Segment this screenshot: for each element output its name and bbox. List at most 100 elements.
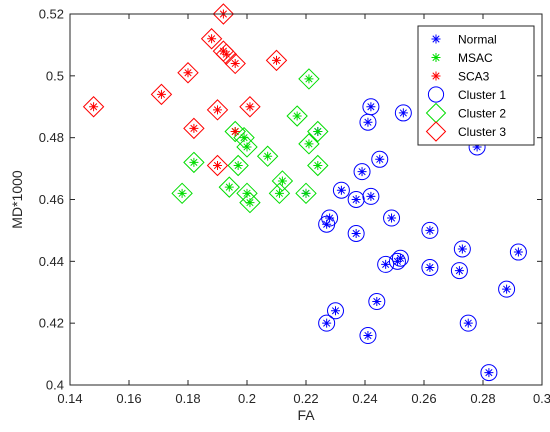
data-point-circle: [347, 225, 365, 243]
legend-label: Cluster 1: [458, 88, 506, 102]
data-point-diamond: [183, 151, 205, 174]
data-point-diamond: [82, 96, 105, 118]
data-point-diamond: [227, 154, 249, 177]
y-tick-label: 0.48: [39, 130, 64, 145]
data-point-diamond: [295, 182, 317, 205]
data-point-asterisk: [454, 266, 464, 276]
data-point-circle: [421, 259, 439, 277]
data-point-diamond: [183, 117, 205, 140]
data-point-asterisk: [351, 195, 361, 204]
data-point-asterisk: [177, 188, 187, 198]
legend-label: SCA3: [458, 70, 490, 84]
x-tick-label: 0.3: [533, 391, 550, 406]
series-normal: [301, 102, 523, 378]
data-point-asterisk: [274, 188, 284, 198]
x-tick-label: 0.28: [470, 391, 495, 406]
data-point-diamond: [286, 105, 308, 127]
data-point-circle: [394, 104, 412, 122]
data-point-circle: [509, 243, 527, 261]
y-tick-label: 0.46: [39, 192, 64, 207]
data-point-asterisk: [484, 368, 494, 378]
data-point-circle: [359, 327, 377, 345]
data-point-diamond: [236, 136, 258, 158]
data-point-asterisk: [304, 139, 314, 149]
data-point-circle: [359, 113, 377, 131]
legend-marker-asterisk: [431, 71, 441, 81]
legend-item: SCA3: [431, 70, 490, 84]
data-point-asterisk: [277, 176, 287, 186]
data-point-circle: [459, 314, 477, 332]
x-tick-label: 0.22: [293, 391, 318, 406]
y-tick-label: 0.5: [46, 68, 64, 83]
y-axis-label: MD*1000: [9, 170, 25, 229]
data-point-circle: [362, 187, 380, 205]
data-point-diamond: [307, 154, 329, 177]
data-point-circle: [368, 293, 386, 311]
data-markers: [82, 3, 527, 382]
data-point-asterisk: [331, 306, 340, 316]
legend-label: MSAC: [458, 51, 493, 65]
data-point-asterisk: [213, 105, 222, 115]
data-point-circle: [327, 302, 344, 320]
x-tick-label: 0.18: [175, 391, 200, 406]
data-point-asterisk: [363, 117, 373, 127]
x-tick-label: 0.16: [116, 391, 141, 406]
series-cluster-3: [82, 3, 288, 177]
data-point-circle: [498, 280, 516, 298]
data-point-circle: [383, 209, 401, 227]
data-point-asterisk: [313, 126, 323, 136]
series-cluster-1: [318, 98, 527, 382]
data-point-circle: [388, 252, 406, 270]
data-point-diamond: [298, 68, 320, 90]
x-tick-label: 0.24: [352, 391, 377, 406]
data-point-asterisk: [272, 55, 281, 65]
data-point-circle: [353, 163, 371, 181]
legend-item: Normal: [431, 33, 497, 47]
data-point-diamond: [224, 52, 246, 75]
data-point-diamond: [150, 83, 173, 106]
data-point-diamond: [212, 3, 235, 25]
legend-marker-asterisk: [431, 34, 441, 44]
data-point-asterisk: [425, 263, 435, 273]
data-point-asterisk: [366, 191, 376, 201]
data-point-asterisk: [183, 68, 193, 78]
data-point-asterisk: [336, 185, 346, 195]
legend-marker-circle: [427, 86, 445, 103]
data-point-asterisk: [472, 142, 482, 152]
data-point-asterisk: [189, 123, 199, 133]
data-point-asterisk: [381, 259, 391, 269]
data-point-asterisk: [357, 167, 367, 177]
data-point-asterisk: [245, 102, 255, 112]
data-point-asterisk: [398, 108, 408, 118]
data-point-diamond: [239, 191, 261, 214]
legend-label: Cluster 3: [458, 125, 506, 139]
data-point-asterisk: [392, 256, 402, 266]
y-tick-label: 0.52: [39, 7, 64, 22]
data-point-asterisk: [224, 182, 234, 192]
y-tick-label: 0.42: [39, 316, 64, 331]
data-point-asterisk: [372, 297, 382, 307]
data-point-asterisk: [239, 133, 249, 143]
data-point-circle: [391, 249, 409, 267]
data-point-circle: [347, 191, 365, 208]
legend-label: Normal: [458, 33, 497, 47]
data-point-asterisk: [156, 89, 166, 99]
data-point-asterisk: [89, 102, 99, 112]
y-tick-label: 0.4: [46, 378, 64, 393]
data-point-diamond: [265, 49, 288, 72]
legend-item: Cluster 3: [425, 121, 506, 142]
data-point-diamond: [171, 182, 193, 205]
data-point-diamond: [206, 99, 229, 121]
data-point-asterisk: [363, 331, 373, 341]
data-point-asterisk: [304, 74, 314, 84]
legend-marker-asterisk: [431, 53, 441, 62]
data-point-asterisk: [301, 188, 311, 198]
data-point-diamond: [218, 176, 241, 198]
data-point-asterisk: [221, 49, 231, 59]
data-point-circle: [377, 255, 395, 273]
axis-ticks: 0.14 0.16 0.18 0.2 0.22 0.24 0.26 0.28 0.3 0.4 0.4…: [39, 7, 550, 407]
data-point-asterisk: [242, 188, 252, 198]
data-point-asterisk: [245, 198, 255, 208]
legend: Normal MSAC SCA3 Cluster 1 Cluster 2 Cluster …: [417, 25, 535, 146]
